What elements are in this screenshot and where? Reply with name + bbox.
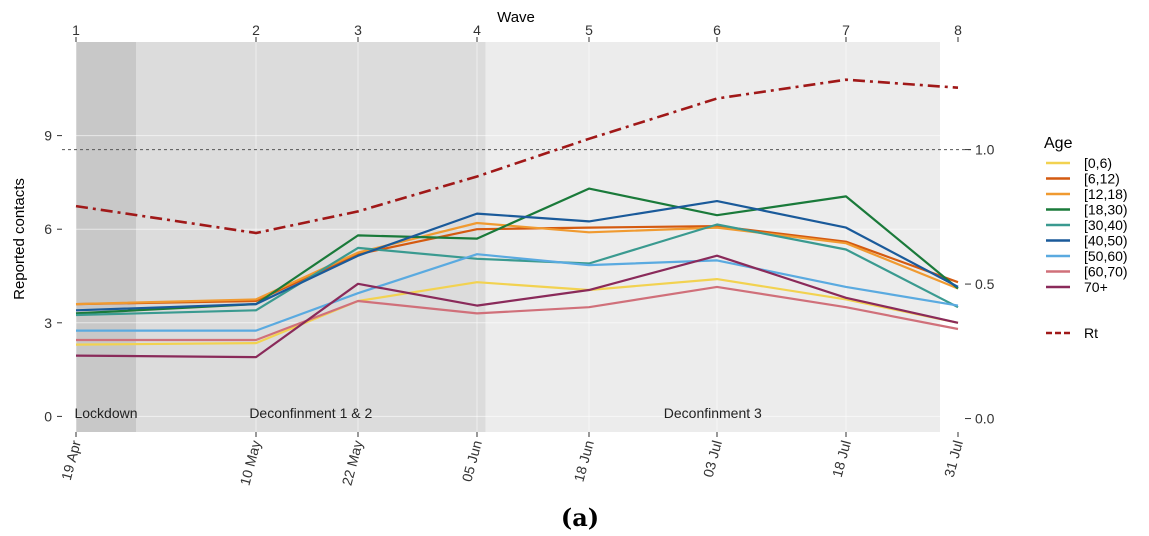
legend-label: [12,18) — [1084, 186, 1128, 202]
series-line — [75, 278, 959, 346]
x-tick-label: 18 Jul — [829, 439, 854, 479]
x-tick-label: 22 May — [339, 439, 366, 487]
series-line — [76, 253, 959, 332]
legend-title: Age — [1044, 135, 1073, 152]
series-line — [75, 223, 959, 317]
top-tick-label: 5 — [585, 22, 593, 38]
top-tick-label: 7 — [842, 22, 850, 38]
series-line — [75, 200, 959, 312]
series-lines — [75, 78, 959, 359]
x-tick-label: 31 Jul — [941, 439, 966, 479]
top-tick-label: 1 — [72, 22, 80, 38]
phase-label: Deconfinment 1 & 2 — [249, 405, 372, 421]
legend-label-rt: Rt — [1084, 325, 1098, 341]
y2-tick-label: 1.0 — [975, 142, 995, 158]
y-tick-label: 3 — [44, 315, 52, 331]
legend-label: [18,30) — [1084, 202, 1128, 218]
y-axis-title: Reported contacts — [11, 178, 28, 300]
y-tick-label: 0 — [44, 408, 52, 424]
legend: Age [0,6)[6,12)[12,18)[18,30)[30,40)[40,… — [1044, 135, 1128, 341]
series-line-rt — [75, 78, 959, 235]
legend-label: [50,60) — [1084, 248, 1128, 264]
legend-label: 70+ — [1084, 279, 1108, 295]
x-tick-label: 19 Apr — [58, 438, 84, 482]
top-tick-label: 2 — [252, 22, 260, 38]
grid-lines — [75, 42, 959, 432]
phase-labels: Lockdown Deconfinment 1 & 2 Deconfinment 3 — [74, 405, 762, 421]
legend-label: [6,12) — [1084, 171, 1120, 187]
legend-label: [60,70) — [1084, 264, 1128, 280]
series-line — [75, 254, 959, 359]
legend-label: [0,6) — [1084, 155, 1112, 171]
phase-band — [76, 42, 136, 432]
top-tick-label: 4 — [473, 22, 481, 38]
x-tick-label: 18 Jun — [571, 439, 597, 484]
legend-label: [40,50) — [1084, 233, 1128, 249]
figure-caption: (a) — [561, 503, 599, 532]
y2-tick-label: 0.0 — [975, 411, 995, 427]
top-tick-label: 3 — [354, 22, 362, 38]
x-tick-label: 05 Jun — [459, 439, 485, 484]
legend-label: [30,40) — [1084, 217, 1128, 233]
top-axis-title: Wave — [497, 9, 535, 26]
y2-tick-label: 0.5 — [975, 276, 995, 292]
series-line — [76, 285, 959, 342]
y-tick-label: 6 — [44, 221, 52, 237]
y-tick-label: 9 — [44, 128, 52, 144]
x-tick-label: 10 May — [237, 439, 264, 487]
phase-label: Lockdown — [74, 405, 137, 421]
series-line — [75, 187, 959, 315]
x-tick-label: 03 Jul — [700, 439, 725, 479]
phase-label: Deconfinment 3 — [664, 405, 762, 421]
top-tick-label: 6 — [713, 22, 721, 38]
top-tick-label: 8 — [954, 22, 962, 38]
